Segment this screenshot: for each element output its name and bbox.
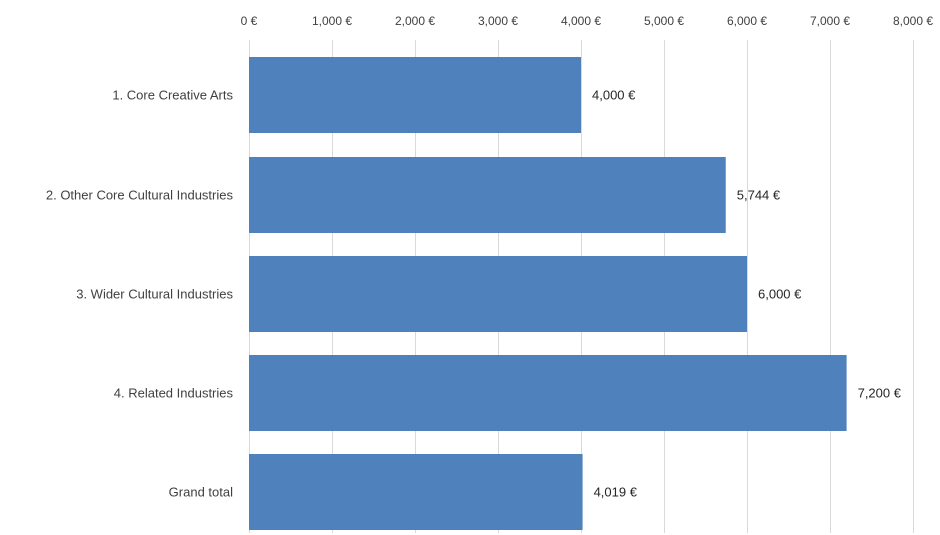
bar bbox=[249, 256, 747, 332]
bar bbox=[249, 157, 726, 233]
bar bbox=[249, 57, 581, 133]
category-labels: 1. Core Creative Arts 2. Other Core Cultu… bbox=[46, 88, 234, 500]
x-tick-label: 5,000 € bbox=[644, 14, 684, 28]
category-label: 3. Wider Cultural Industries bbox=[76, 287, 233, 302]
x-tick-label: 3,000 € bbox=[478, 14, 518, 28]
bar bbox=[249, 355, 847, 431]
x-tick-label: 2,000 € bbox=[395, 14, 435, 28]
x-tick-label: 0 € bbox=[241, 14, 258, 28]
bars bbox=[249, 57, 847, 530]
category-label: 1. Core Creative Arts bbox=[112, 88, 233, 103]
bar bbox=[249, 454, 583, 530]
x-tick-label: 4,000 € bbox=[561, 14, 601, 28]
category-label: 2. Other Core Cultural Industries bbox=[46, 188, 234, 203]
x-tick-label: 7,000 € bbox=[810, 14, 850, 28]
category-label: Grand total bbox=[169, 485, 233, 500]
value-label: 7,200 € bbox=[858, 386, 902, 401]
x-tick-label: 8,000 € bbox=[893, 14, 933, 28]
value-label: 4,019 € bbox=[594, 485, 638, 500]
x-tick-label: 1,000 € bbox=[312, 14, 352, 28]
x-axis-tick-labels: 0 € 1,000 € 2,000 € 3,000 € 4,000 € 5,000 € 6,… bbox=[241, 14, 934, 28]
x-tick-label: 6,000 € bbox=[727, 14, 767, 28]
value-label: 4,000 € bbox=[592, 88, 636, 103]
value-labels: 4,000 € 5,744 € 6,000 € 7,200 € 4,019 € bbox=[592, 88, 902, 500]
category-label: 4. Related Industries bbox=[114, 386, 234, 401]
value-label: 6,000 € bbox=[758, 287, 802, 302]
value-label: 5,744 € bbox=[737, 188, 781, 203]
